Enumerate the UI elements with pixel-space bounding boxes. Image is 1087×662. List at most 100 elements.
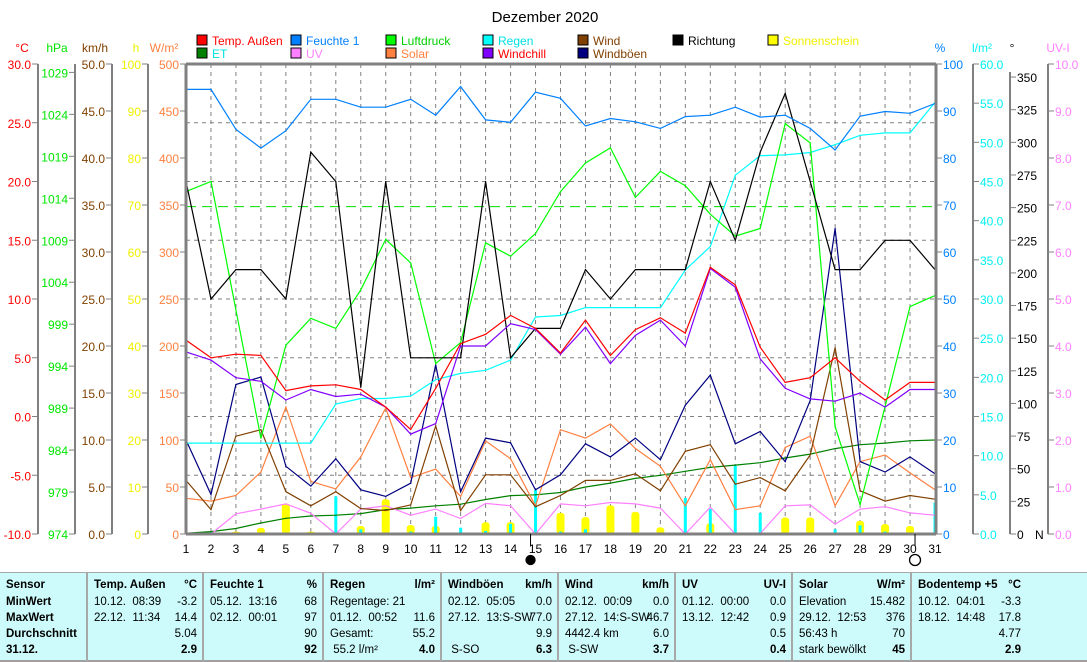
x-axis-label: 5	[283, 542, 290, 556]
regen-point	[310, 442, 312, 444]
stats-label: 01.12. 00:52	[330, 612, 398, 624]
uv-point	[559, 503, 562, 505]
solar-point	[759, 505, 761, 507]
stats-row: 90	[204, 626, 322, 642]
luftdruck-point	[210, 180, 212, 183]
x-axis-label: 13	[479, 542, 493, 556]
wind-point	[210, 508, 212, 511]
stats-label: 56:43 h	[799, 628, 838, 640]
richtung-point	[834, 269, 836, 271]
axis-label-direction: 75	[1017, 430, 1031, 444]
regen-point	[884, 132, 886, 134]
temp-au-en-point	[485, 333, 487, 335]
axis-label-uv: 3.0	[1055, 387, 1072, 401]
windchill-point	[435, 422, 437, 425]
stats-row: 29.12. 12:53 376	[793, 610, 910, 626]
axis-label-rain: 0.0	[980, 528, 997, 542]
stats-value: -3.3	[1001, 596, 1021, 608]
axis-label-pressure: 1004	[41, 276, 68, 290]
windchill-point	[609, 363, 612, 365]
feuchte-1-point	[584, 125, 587, 127]
luftdruck-point	[659, 170, 661, 173]
legend-item[interactable]: Feuchte 1	[290, 34, 360, 48]
stats-label: Gesamt:	[330, 628, 374, 640]
windchill-point	[360, 393, 362, 395]
feuchte-1-point	[709, 114, 711, 116]
luftdruck-point	[759, 227, 761, 230]
richtung-point	[709, 180, 711, 183]
regen-point	[534, 316, 537, 318]
axis-label-pressure: 1009	[41, 234, 68, 248]
regen-tag--bar	[434, 516, 438, 534]
legend-item[interactable]: ET	[196, 47, 228, 61]
wind-point	[709, 444, 711, 446]
temp-au-en-point	[884, 399, 886, 401]
solar-point	[634, 447, 637, 450]
windb-en-point	[260, 376, 262, 378]
temp-au-en-point	[260, 354, 262, 356]
stats-value: 90	[304, 628, 317, 640]
windb-en-point	[609, 456, 612, 458]
windb-en-point	[534, 489, 537, 491]
legend-item[interactable]: Temp. Außen	[196, 34, 283, 48]
solar-point	[909, 472, 911, 474]
richtung-point	[759, 151, 761, 153]
wind-point	[734, 483, 736, 485]
windchill-point	[909, 388, 911, 391]
legend-item[interactable]: Windchill	[482, 47, 546, 61]
richtung-point	[859, 269, 861, 271]
luftdruck-point	[360, 289, 362, 291]
solar-point	[584, 437, 587, 439]
sonnenschein-bar	[481, 522, 490, 534]
windchill-point	[559, 353, 562, 355]
legend-item[interactable]: UV	[290, 47, 323, 61]
luftdruck-point	[734, 235, 736, 237]
stats-header: Sensor	[0, 577, 86, 593]
windb-en-point	[509, 442, 512, 444]
windb-en-point	[385, 495, 387, 497]
regen-tag--bar	[534, 490, 538, 534]
legend-item[interactable]: Wind	[577, 34, 620, 48]
wind-point	[659, 490, 661, 492]
et-point	[210, 531, 212, 533]
regen-point	[784, 154, 786, 156]
regen-tag--bar	[583, 529, 587, 534]
legend-item[interactable]: Richtung	[672, 34, 735, 48]
windchill-point	[485, 345, 487, 347]
x-axis-label: 30	[903, 542, 917, 556]
legend-item[interactable]: Solar	[385, 47, 429, 61]
x-axis-label: 2	[208, 542, 215, 556]
legend-item[interactable]: Regen	[482, 34, 533, 48]
luftdruck-point	[534, 232, 537, 235]
axis-label-solar: 50	[166, 481, 180, 495]
legend-item[interactable]: Luftdruck	[385, 34, 451, 48]
stats-value: °C	[184, 579, 197, 591]
legend-item[interactable]: Windböen	[577, 47, 647, 61]
statistics-panel: Sensor MinWert MaxWert Durchschnitt 31.12. Te…	[0, 572, 1087, 662]
temp-au-en-point	[584, 319, 587, 321]
stats-value: 0.4	[770, 644, 786, 656]
stats-value: 45	[892, 644, 905, 656]
feuchte-1-point	[360, 106, 362, 108]
uv-point	[634, 503, 637, 505]
axis-label-rain: 15.0	[980, 411, 1004, 425]
regen-point	[285, 442, 287, 444]
temp-au-en-point	[709, 266, 711, 268]
axis-label-humidity: 70	[943, 199, 957, 213]
windb-en-point	[784, 461, 786, 463]
et-point	[834, 448, 836, 450]
et-point	[584, 486, 587, 488]
legend-item[interactable]: Sonnenschein	[767, 34, 859, 48]
legend-label: Solar	[401, 47, 429, 61]
stats-label: Regen	[330, 579, 366, 591]
stats-label: MinWert	[6, 596, 52, 608]
axis-label-rain: 35.0	[980, 254, 1004, 268]
et-point	[734, 464, 736, 466]
stats-row: 02.12. 00:01 97	[204, 610, 322, 626]
axis-label-rain: 60.0	[980, 58, 1004, 72]
sonnenschein-bar	[806, 517, 815, 534]
uv-point	[385, 505, 387, 507]
windchill-point	[460, 345, 462, 347]
windb-en-point	[909, 456, 911, 458]
sonnenschein-bar	[781, 517, 790, 534]
